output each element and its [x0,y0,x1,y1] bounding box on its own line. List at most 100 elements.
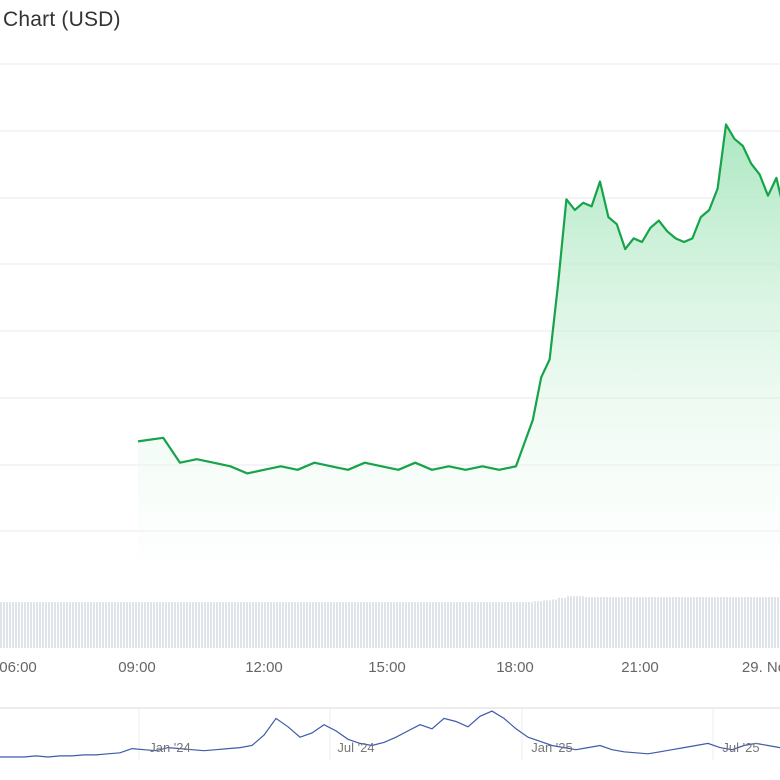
volume-bar [549,600,551,648]
volume-bar [621,597,623,648]
volume-bar [615,597,617,648]
volume-bar [537,601,539,648]
volume-bar [258,602,260,648]
volume-bar [111,602,113,648]
volume-bar [6,602,8,648]
volume-bar [585,597,587,648]
volume-bar [681,597,683,648]
volume-bar [108,602,110,648]
volume-bar [267,602,269,648]
volume-bar [531,602,533,648]
volume-bar [387,602,389,648]
volume-bar [519,602,521,648]
volume-bar [666,597,668,648]
volume-bar [711,597,713,648]
price-series-line[interactable] [137,123,780,475]
volume-bar [426,602,428,648]
volume-bar [339,602,341,648]
volume-bar [489,602,491,648]
x-tick-label: 18:00 [496,659,534,676]
volume-bar [486,602,488,648]
volume-bar [384,602,386,648]
volume-bar [591,597,593,648]
chart-title: Chart (USD) [3,8,121,31]
volume-bar [63,602,65,648]
volume-bar [480,602,482,648]
volume-bar [321,602,323,648]
price-line[interactable] [137,123,780,475]
volume-bar [36,602,38,648]
volume-bar [201,602,203,648]
volume-bar [351,602,353,648]
volume-bar [672,597,674,648]
volume-bar [156,602,158,648]
volume-bar [132,602,134,648]
volume-bar [402,602,404,648]
volume-bar [183,602,185,648]
volume-bar [474,602,476,648]
volume-bar [69,602,71,648]
volume-bar [252,602,254,648]
volume-bar [105,602,107,648]
x-tick-label: 15:00 [368,659,406,676]
volume-bar [330,602,332,648]
volume-bar [249,602,251,648]
volume-bar [234,602,236,648]
volume-bar [612,597,614,648]
volume-bar [759,597,761,648]
volume-bar [204,602,206,648]
volume-bar [0,602,2,648]
volume-bar [18,602,20,648]
volume-bar [138,602,140,648]
x-tick-label: 12:00 [245,659,283,676]
volume-bar [192,602,194,648]
volume-bar [297,602,299,648]
navigator[interactable]: Jan '24 Jul '24 Jan '25 Jul '25 [0,707,780,760]
volume-bar [78,602,80,648]
volume-bar [225,602,227,648]
volume-bar [255,602,257,648]
volume-bar [276,602,278,648]
volume-bars [0,596,779,648]
volume-bar [273,602,275,648]
volume-bar [420,602,422,648]
volume-bar [171,602,173,648]
volume-bar [624,597,626,648]
volume-bar [342,602,344,648]
volume-bar [168,602,170,648]
volume-bar [129,602,131,648]
volume-bar [687,597,689,648]
volume-bar [45,602,47,648]
volume-bar [39,602,41,648]
volume-bar [60,602,62,648]
volume-bar [411,602,413,648]
volume-bar [324,602,326,648]
volume-bar [540,601,542,648]
volume-bar [720,597,722,648]
volume-bar [261,602,263,648]
volume-bar [723,597,725,648]
volume-bar [774,597,776,648]
volume-bar [756,597,758,648]
volume-bar [450,602,452,648]
navigator-label: Jul '24 [337,740,374,755]
volume-bar [561,597,563,648]
volume-bar [651,597,653,648]
volume-bar [441,602,443,648]
volume-bar [315,602,317,648]
volume-bar [360,602,362,648]
volume-bar [312,602,314,648]
volume-bar [120,602,122,648]
volume-bar [573,596,575,648]
volume-bar [117,602,119,648]
x-axis: 06:00 09:00 12:00 15:00 18:00 21:00 29. No [0,659,780,676]
volume-bar [369,602,371,648]
volume-bar [765,597,767,648]
volume-bar [9,602,11,648]
volume-bar [714,597,716,648]
volume-bar [180,602,182,648]
volume-bar [153,602,155,648]
volume-bar [30,602,32,648]
volume-bar [246,602,248,648]
